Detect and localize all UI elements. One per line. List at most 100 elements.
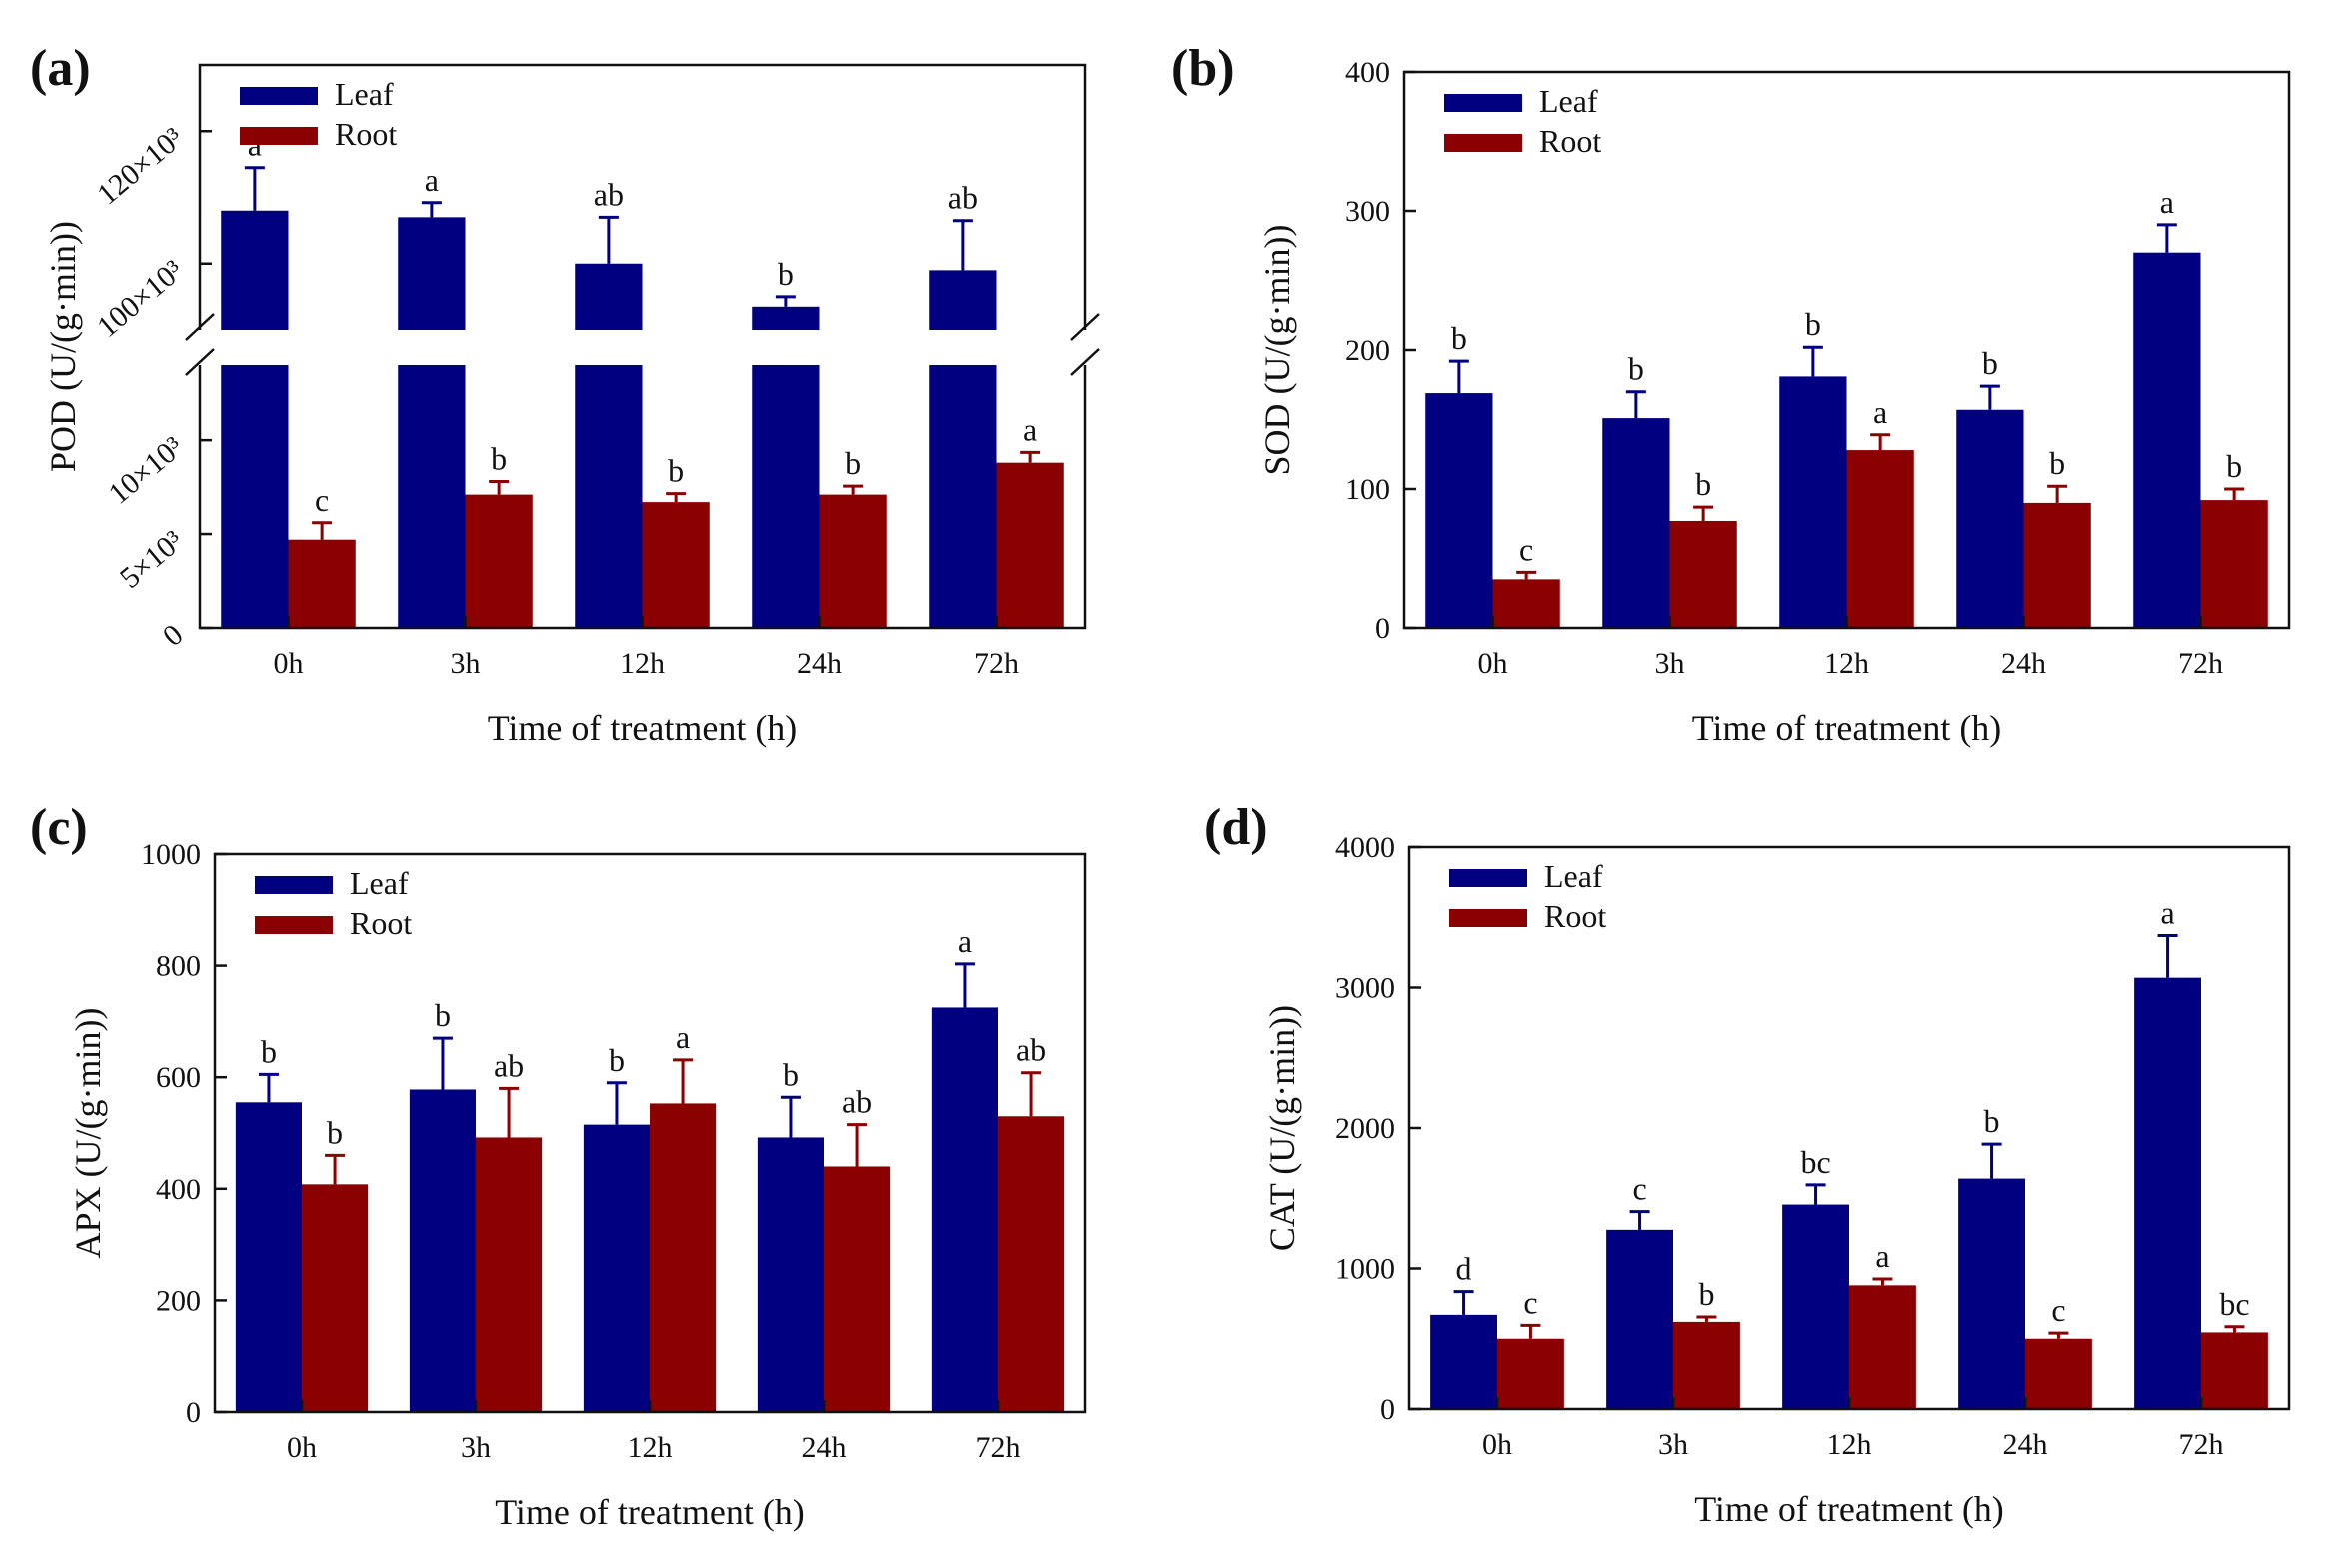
panel-letter: (c) bbox=[30, 799, 88, 856]
bar-leaf bbox=[1425, 393, 1493, 628]
y-tick-label: 4000 bbox=[1335, 831, 1395, 864]
significance-letter: b bbox=[1698, 1276, 1714, 1312]
bar-leaf bbox=[221, 210, 289, 330]
bar-leaf bbox=[752, 306, 820, 330]
bar-leaf bbox=[1430, 1314, 1497, 1409]
x-tick-label: 3h bbox=[451, 647, 481, 680]
bar-root bbox=[476, 1137, 543, 1412]
legend-swatch-root bbox=[255, 916, 333, 934]
x-tick-label: 3h bbox=[1655, 647, 1685, 680]
significance-letter: a bbox=[2160, 184, 2174, 220]
significance-letter: a bbox=[1875, 1238, 1889, 1274]
bar-leaf bbox=[1782, 1204, 1849, 1409]
y-axis-label: CAT (U/(g·min)) bbox=[1262, 1005, 1302, 1251]
axis-break-mark bbox=[185, 313, 215, 341]
x-tick-label: 0h bbox=[274, 647, 304, 680]
significance-letter: d bbox=[1456, 1251, 1472, 1287]
y-tick-label: 400 bbox=[1345, 56, 1390, 89]
x-tick-label: 3h bbox=[461, 1431, 491, 1464]
significance-letter: b bbox=[1451, 320, 1467, 356]
bar-leaf bbox=[409, 1089, 476, 1412]
legend-swatch-leaf bbox=[255, 876, 333, 894]
legend-swatch-leaf bbox=[1444, 94, 1522, 112]
bar-root bbox=[288, 539, 356, 628]
significance-letter: c bbox=[1519, 531, 1533, 567]
y-tick-label: 1000 bbox=[1335, 1253, 1395, 1286]
bar-leaf bbox=[1606, 1229, 1673, 1409]
legend-label-root: Root bbox=[350, 905, 412, 941]
significance-letter: ab bbox=[494, 1047, 524, 1083]
x-tick-label: 24h bbox=[2003, 1428, 2048, 1461]
significance-letter: ab bbox=[948, 180, 978, 216]
y-tick-label: 0 bbox=[1375, 612, 1390, 645]
y-tick-label: 2000 bbox=[1335, 1112, 1395, 1145]
bar-root bbox=[1849, 1285, 1916, 1409]
panel-letter: (b) bbox=[1171, 40, 1235, 97]
x-tick-label: 24h bbox=[797, 647, 842, 680]
bar-root bbox=[2200, 500, 2268, 628]
significance-letter: ab bbox=[842, 1084, 872, 1120]
significance-letter: b bbox=[491, 440, 507, 476]
significance-letter: b bbox=[1695, 466, 1711, 502]
bar-root bbox=[1673, 1321, 1740, 1409]
y-tick-label: 600 bbox=[156, 1061, 201, 1094]
x-axis-label: Time of treatment (h) bbox=[1692, 708, 2002, 748]
panel-a: (a)aaabbabcbbba0h3h12h24h72h05×10³10×10³… bbox=[30, 40, 1125, 748]
bar-leaf-lower-segment bbox=[575, 365, 643, 628]
x-axis-label: Time of treatment (h) bbox=[495, 1492, 805, 1532]
x-tick-label: 3h bbox=[1658, 1428, 1688, 1461]
bar-root bbox=[302, 1184, 369, 1412]
x-axis-label: Time of treatment (h) bbox=[488, 708, 798, 748]
x-tick-label: 0h bbox=[1478, 647, 1508, 680]
x-tick-label: 72h bbox=[974, 647, 1019, 680]
bar-leaf-lower-segment bbox=[398, 365, 466, 628]
bar-root bbox=[1492, 579, 1560, 628]
significance-letter: a bbox=[676, 1019, 690, 1055]
significance-letter: a bbox=[1023, 411, 1037, 447]
y-tick-label: 1000 bbox=[141, 838, 201, 871]
x-tick-label: 72h bbox=[2178, 647, 2223, 680]
bar-root bbox=[998, 1116, 1065, 1412]
bar-leaf-lower-segment bbox=[929, 365, 997, 628]
bar-root bbox=[996, 462, 1064, 628]
y-tick-label: 300 bbox=[1345, 195, 1390, 228]
significance-letter: c bbox=[2051, 1292, 2065, 1328]
bar-root bbox=[1846, 450, 1914, 628]
bar-leaf bbox=[398, 217, 466, 330]
bar-root bbox=[465, 494, 533, 628]
significance-letter: b bbox=[435, 997, 451, 1033]
bar-root bbox=[1497, 1338, 1564, 1409]
axis-break-gap bbox=[160, 330, 1125, 365]
bar-leaf-lower-segment bbox=[221, 365, 289, 628]
legend-label-root: Root bbox=[335, 116, 397, 152]
legend-swatch-root bbox=[240, 127, 318, 145]
significance-letter: ab bbox=[1016, 1032, 1046, 1068]
bar-leaf bbox=[931, 1007, 998, 1412]
significance-letter: c bbox=[1523, 1284, 1537, 1320]
legend-label-leaf: Leaf bbox=[335, 76, 394, 112]
x-axis-label: Time of treatment (h) bbox=[1694, 1489, 2004, 1529]
y-tick-label: 0 bbox=[1380, 1393, 1395, 1426]
legend-swatch-leaf bbox=[1449, 869, 1527, 887]
legend-label-root: Root bbox=[1544, 898, 1606, 934]
x-tick-label: 0h bbox=[1482, 1428, 1512, 1461]
significance-letter: b bbox=[609, 1042, 625, 1078]
x-tick-label: 12h bbox=[1824, 647, 1869, 680]
x-tick-label: 24h bbox=[802, 1431, 847, 1464]
significance-letter: b bbox=[668, 453, 684, 489]
significance-letter: bc bbox=[2219, 1286, 2249, 1322]
axis-break-mark bbox=[185, 348, 215, 376]
significance-letter: c bbox=[315, 482, 329, 518]
legend-label-leaf: Leaf bbox=[350, 865, 409, 901]
y-tick-label: 200 bbox=[1345, 334, 1390, 367]
bar-leaf bbox=[1602, 418, 1670, 628]
bar-root bbox=[2025, 1338, 2092, 1409]
significance-letter: b bbox=[1982, 345, 1998, 381]
x-tick-label: 12h bbox=[1827, 1428, 1872, 1461]
bar-leaf bbox=[929, 270, 997, 330]
significance-letter: b bbox=[327, 1114, 343, 1150]
x-tick-label: 72h bbox=[2179, 1428, 2224, 1461]
significance-letter: b bbox=[1984, 1103, 2000, 1139]
panel-d: (d) d c bc b a c b a c bc 0h 3h 12h 24h 72h 0 1000 2000 300… bbox=[1204, 799, 2291, 1529]
